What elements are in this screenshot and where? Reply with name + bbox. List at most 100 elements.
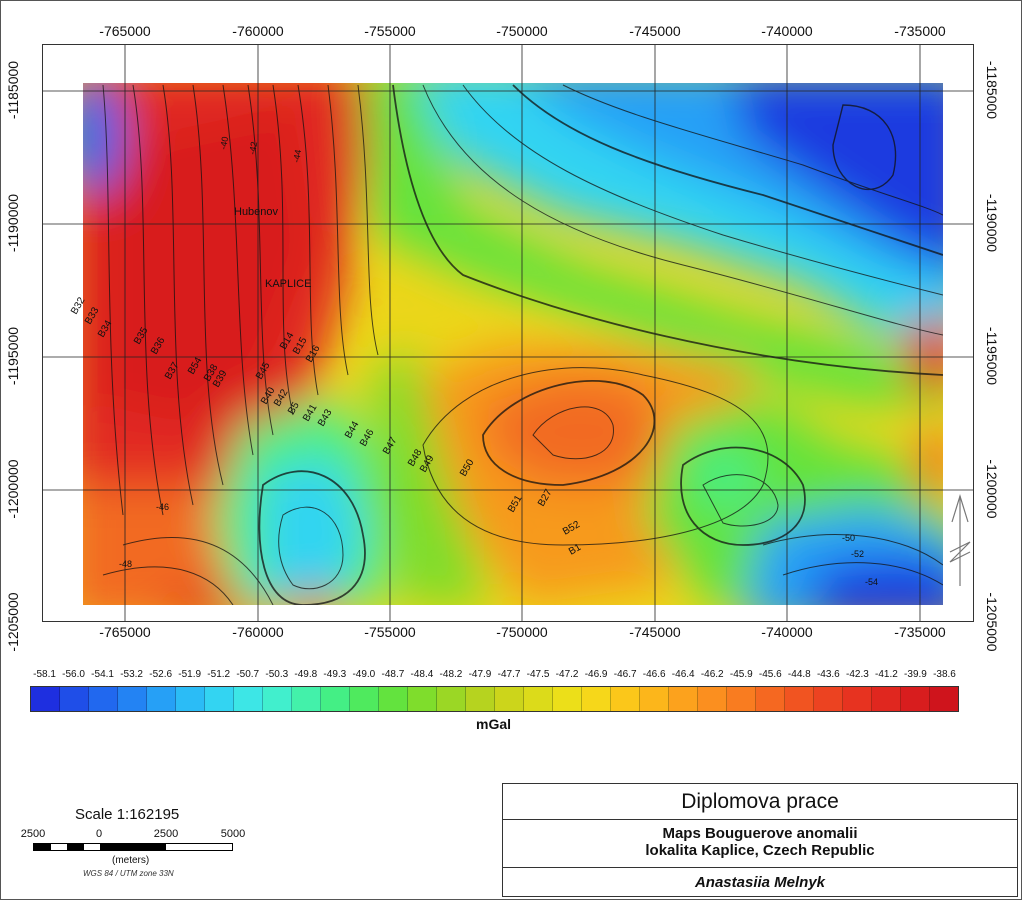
legend-swatch xyxy=(756,687,785,711)
legend-swatch xyxy=(698,687,727,711)
map-panel: Hubenov KAPLICE B32 B33 B34 B35 B36 B37 … xyxy=(42,44,974,622)
contour-label: -50 xyxy=(842,533,855,543)
scale-bar xyxy=(33,843,233,851)
x-tick-bottom: -760000 xyxy=(232,624,284,640)
legend-swatch xyxy=(118,687,147,711)
legend-value: -41.2 xyxy=(875,669,898,680)
legend-swatch xyxy=(901,687,930,711)
anomaly-map: Hubenov KAPLICE B32 B33 B34 B35 B36 B37 … xyxy=(43,45,973,621)
legend-swatch xyxy=(872,687,901,711)
y-tick-right: -1190000 xyxy=(984,193,1000,253)
x-tick-top: -765000 xyxy=(99,23,151,39)
contour-label: -44 xyxy=(291,149,303,164)
legend-swatch xyxy=(785,687,814,711)
legend-value-labels: -58.1 -56.0 -54.1 -53.2 -52.6 -51.9 -51.2 -50.7… xyxy=(30,669,959,683)
legend-value: -43.6 xyxy=(816,669,840,680)
title-block: Diplomova prace Maps Bouguerove anomalii… xyxy=(502,783,1018,897)
legend-value: -46.9 xyxy=(584,669,608,680)
scale-tick: 2500 xyxy=(153,828,179,840)
x-tick-bottom: -745000 xyxy=(629,624,681,640)
y-tick-left: -1195000 xyxy=(5,326,21,386)
legend-swatch xyxy=(408,687,437,711)
y-tick-right: -1185000 xyxy=(984,60,1000,120)
station-label: B1 xyxy=(567,542,583,558)
legend-value: -39.9 xyxy=(904,669,927,680)
x-tick-bottom: -750000 xyxy=(496,624,548,640)
x-tick-bottom: -740000 xyxy=(761,624,813,640)
x-tick-bottom: -755000 xyxy=(364,624,416,640)
legend-swatch xyxy=(437,687,466,711)
legend-value: -44.8 xyxy=(787,669,811,680)
y-tick-left: -1200000 xyxy=(5,459,21,519)
legend-swatch xyxy=(843,687,872,711)
contour-label: -40 xyxy=(218,136,230,151)
legend-swatch xyxy=(234,687,263,711)
y-tick-right: -1200000 xyxy=(984,459,1000,519)
y-tick-left: -1190000 xyxy=(5,193,21,253)
legend-value: -38.6 xyxy=(933,669,956,680)
anomaly-surface xyxy=(83,83,943,605)
legend-value: -46.6 xyxy=(642,669,666,680)
legend-value: -49.3 xyxy=(323,669,347,680)
legend-value: -47.9 xyxy=(468,669,492,680)
x-tick-top: -740000 xyxy=(761,23,813,39)
y-tick-right: -1205000 xyxy=(984,592,1000,652)
legend-value: -48.2 xyxy=(439,669,463,680)
legend-swatch xyxy=(147,687,176,711)
legend-value: -51.2 xyxy=(207,669,231,680)
legend-swatch xyxy=(582,687,611,711)
contour-label: -42 xyxy=(247,141,259,156)
legend-swatch xyxy=(669,687,698,711)
legend-swatch xyxy=(31,687,60,711)
legend-value: -42.3 xyxy=(845,669,869,680)
legend-value: -49.0 xyxy=(352,669,376,680)
legend-swatch xyxy=(292,687,321,711)
legend-swatch xyxy=(553,687,582,711)
legend-value: -46.7 xyxy=(613,669,637,680)
legend-swatch xyxy=(930,687,958,711)
legend-units: mGal xyxy=(476,716,512,732)
legend-swatch xyxy=(60,687,89,711)
legend-value: -48.7 xyxy=(381,669,405,680)
legend-value: -45.9 xyxy=(729,669,753,680)
y-tick-right: -1195000 xyxy=(984,326,1000,386)
x-tick-bottom: -765000 xyxy=(99,624,151,640)
x-tick-bottom: -735000 xyxy=(894,624,946,640)
place-label-kaplice: KAPLICE xyxy=(265,278,311,290)
title-heading: Diplomova prace xyxy=(503,784,1017,820)
legend-value: -58.1 xyxy=(33,669,56,680)
legend-value: -49.8 xyxy=(294,669,318,680)
scale-units: (meters) xyxy=(112,855,150,866)
legend-swatch xyxy=(495,687,524,711)
x-tick-top: -735000 xyxy=(894,23,946,39)
scale-projection: WGS 84 / UTM zone 33N xyxy=(83,869,174,878)
y-tick-left: -1185000 xyxy=(5,60,21,120)
color-legend xyxy=(30,686,959,712)
legend-value: -48.4 xyxy=(410,669,434,680)
contour-label: -46 xyxy=(156,502,169,512)
x-tick-top: -755000 xyxy=(364,23,416,39)
legend-value: -53.2 xyxy=(120,669,143,680)
legend-swatch xyxy=(89,687,118,711)
scale-tick: 2500 xyxy=(20,828,46,840)
legend-swatch xyxy=(611,687,640,711)
legend-swatch xyxy=(727,687,756,711)
legend-swatch xyxy=(814,687,843,711)
legend-value: -47.2 xyxy=(555,669,579,680)
legend-value: -54.1 xyxy=(91,669,114,680)
legend-value: -45.6 xyxy=(758,669,782,680)
contour-value-labels: -40 -42 -44 -46 -48 -50 -52 -54 xyxy=(119,136,878,587)
scale-tick: 0 xyxy=(95,828,103,840)
title-author: Anastasiia Melnyk xyxy=(694,874,826,891)
place-label-hubenov: Hubenov xyxy=(234,206,279,218)
legend-value: -56.0 xyxy=(62,669,85,680)
y-tick-left: -1205000 xyxy=(5,592,21,652)
title-description: Maps Bouguerove anomalii lokalita Kaplic… xyxy=(503,820,1017,868)
title-line-2: lokalita Kaplice, Czech Republic xyxy=(645,842,875,859)
legend-swatch xyxy=(640,687,669,711)
contour-lines xyxy=(102,84,943,605)
legend-value: -46.2 xyxy=(700,669,724,680)
north-arrow-icon xyxy=(949,493,971,586)
legend-value: -51.9 xyxy=(178,669,202,680)
